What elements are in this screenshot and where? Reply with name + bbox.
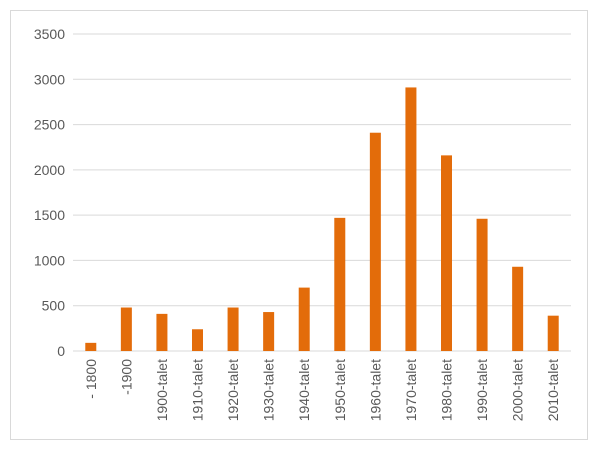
bar-chart: 0 500 1000 1500 2000 2500 3000 3500 - 1800 -1900…: [34, 26, 571, 421]
y-tick-label: 0: [57, 343, 65, 359]
bar: [263, 312, 275, 351]
x-tick-label: 1910-talet: [190, 359, 206, 421]
x-tick-label: 2010-talet: [545, 359, 561, 421]
gridlines: [73, 33, 571, 352]
x-tick-label: 1900-talet: [154, 359, 170, 421]
chart-frame: 0 500 1000 1500 2000 2500 3000 3500 - 1800 -1900…: [10, 10, 588, 440]
x-tick-label: - 1800: [83, 359, 99, 399]
bar: [334, 217, 346, 351]
y-tick-label: 3500: [34, 26, 65, 42]
x-tick-label: 1980-talet: [439, 359, 455, 421]
x-tick-label: 1920-talet: [225, 359, 241, 421]
y-tick-label: 1500: [34, 207, 65, 223]
x-tick-label: -1900: [118, 359, 134, 395]
bar: [227, 307, 239, 351]
x-tick-label: 1970-talet: [403, 359, 419, 421]
bar: [85, 342, 97, 351]
x-tick-label: 1940-talet: [296, 359, 312, 421]
bar: [405, 87, 417, 352]
y-tick-label: 500: [42, 298, 66, 314]
bar: [441, 155, 452, 351]
bar: [476, 218, 488, 351]
y-tick-label: 3000: [34, 71, 65, 87]
bar: [512, 266, 524, 351]
bars: [85, 87, 559, 352]
y-tick-label: 2500: [34, 117, 65, 133]
bar: [156, 313, 168, 351]
bar: [120, 307, 132, 351]
bar: [192, 329, 203, 351]
bar: [298, 287, 310, 351]
x-tick-label: 1990-talet: [474, 359, 490, 421]
x-tick-label: 1930-talet: [261, 359, 277, 421]
x-tick-label: 1960-talet: [367, 359, 383, 421]
bar: [369, 132, 381, 351]
bar: [547, 315, 559, 351]
x-tick-label: 1950-talet: [332, 359, 348, 421]
y-tick-label: 1000: [34, 252, 65, 268]
x-tick-label: 2000-talet: [510, 359, 526, 421]
y-tick-label: 2000: [34, 162, 65, 178]
y-axis-tick-labels: 0 500 1000 1500 2000 2500 3000 3500: [34, 26, 65, 359]
x-axis-tick-labels: - 1800 -1900 1900-talet 1910-talet 1920-tale…: [83, 359, 561, 421]
